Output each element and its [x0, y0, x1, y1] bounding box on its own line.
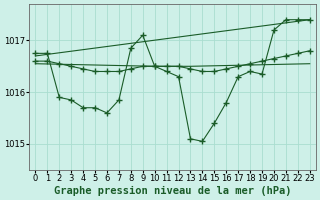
X-axis label: Graphe pression niveau de la mer (hPa): Graphe pression niveau de la mer (hPa)	[54, 186, 291, 196]
